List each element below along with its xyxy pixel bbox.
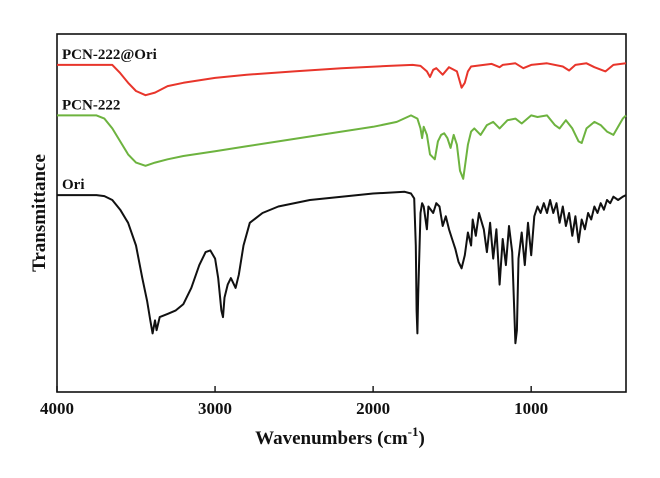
series-label: Ori xyxy=(62,177,85,193)
series-label: PCN-222@Ori xyxy=(62,47,157,63)
x-axis-title-superscript: -1 xyxy=(408,424,419,439)
x-axis-title-tail: ) xyxy=(419,428,425,449)
x-tick-label: 3000 xyxy=(198,399,232,418)
x-tick-label: 1000 xyxy=(514,399,548,418)
x-axis-title: Wavenumbers (cm-1) xyxy=(255,424,425,449)
plot-frame xyxy=(56,33,627,393)
series-group xyxy=(57,62,627,345)
series-line-ori xyxy=(57,190,627,345)
x-tick-label: 4000 xyxy=(40,399,74,418)
x-axis-title-main: Wavenumbers (cm xyxy=(255,428,408,449)
series-labels: PCN-222@Ori PCN-222 Ori xyxy=(62,47,157,193)
x-tick-label: 2000 xyxy=(356,399,390,418)
series-line-pcn-222-ori xyxy=(57,62,627,97)
series-label: PCN-222 xyxy=(62,97,120,113)
y-axis-title: Transmittance xyxy=(29,154,50,272)
x-axis-ticks: 4000 3000 2000 1000 xyxy=(40,386,548,418)
series-line-pcn-222 xyxy=(57,114,627,180)
